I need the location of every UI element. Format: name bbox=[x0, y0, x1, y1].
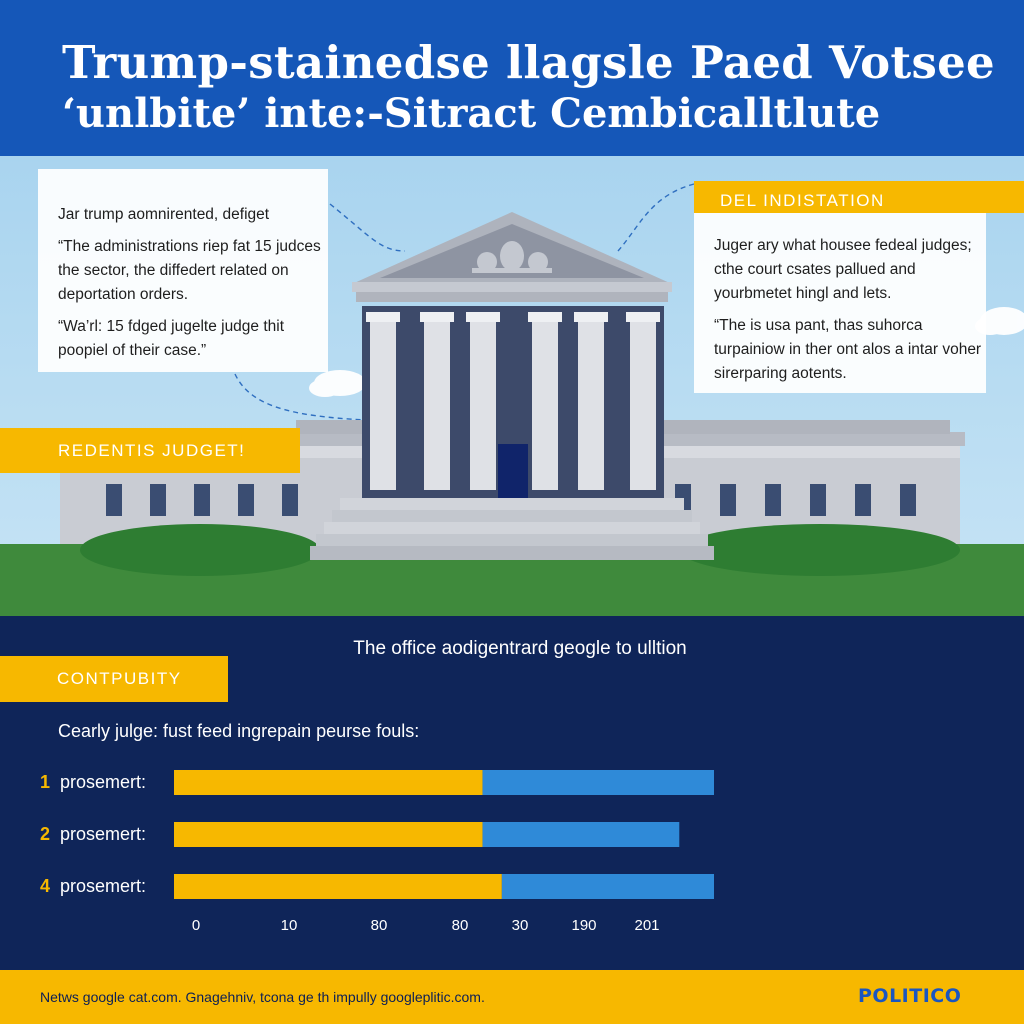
pediment-sculpture-icon bbox=[472, 241, 552, 273]
left-banner: REDENTIS JUDGET! bbox=[0, 428, 300, 473]
category-number: 1 bbox=[40, 772, 50, 792]
x-tick-label: 80 bbox=[371, 917, 388, 934]
category-number: 2 bbox=[40, 824, 50, 844]
header: Trump-stainedse llagsle Paed Votsee ‘unl… bbox=[0, 0, 1024, 156]
right-info-box: DEL INDISTATION Juger ary what housee fe… bbox=[694, 181, 1024, 393]
chart-intro: Cearly julge: fust feed ingrepain peurse… bbox=[58, 721, 420, 741]
footer-text: Netws google cat.com. Gnagehniv, tcona g… bbox=[40, 989, 485, 1005]
left-info-box: Jar trump aomnirented, defiget “The admi… bbox=[38, 169, 328, 372]
bar-segment-primary bbox=[174, 822, 483, 847]
x-tick-label: 10 bbox=[281, 917, 298, 934]
courthouse-door bbox=[498, 444, 528, 498]
x-tick-label: 30 bbox=[512, 917, 529, 934]
courthouse-illustration: Jar trump aomnirented, defiget “The admi… bbox=[0, 156, 1024, 616]
left-box-quote-1: “The administrations riep fat 15 judces … bbox=[58, 238, 321, 303]
right-box-para-1: Juger ary what housee fedeal judges; cth… bbox=[714, 237, 972, 302]
politico-logo: POLITICO bbox=[858, 985, 962, 1007]
x-tick-label: 0 bbox=[192, 917, 200, 934]
courthouse-graphic bbox=[0, 183, 1024, 616]
category-number: 4 bbox=[40, 876, 50, 896]
left-box-quote-2: “Wa’rl: 15 fdged jugelte judge thit poop… bbox=[58, 318, 285, 359]
x-tick-label: 80 bbox=[452, 917, 469, 934]
bar-segment-secondary bbox=[482, 770, 714, 795]
right-box-header: DEL INDISTATION bbox=[694, 181, 1024, 213]
category-label: prosemert: bbox=[60, 876, 146, 896]
bar-segment-primary bbox=[174, 874, 502, 899]
category-label: prosemert: bbox=[60, 824, 146, 844]
bar-segment-secondary bbox=[501, 874, 714, 899]
headline-line-1: Trump-stainedse llagsle Paed Votsee bbox=[62, 36, 995, 89]
x-tick-label: 190 bbox=[571, 917, 596, 934]
section-tag: CONTPUBITY bbox=[0, 656, 228, 702]
bar-segment-secondary bbox=[482, 822, 680, 847]
headline-line-2: ‘unlbite’ inte:-Sitract Cembicalltlute bbox=[62, 90, 881, 137]
chart-subtitle: The office aodigentrard geogle to ulltio… bbox=[353, 638, 687, 659]
bar-chart: 1 prosemert: 2 prosemert: 4 prosemert: 0 10 80 80… bbox=[40, 770, 714, 934]
cloud-icon bbox=[309, 370, 366, 397]
footer: Netws google cat.com. Gnagehniv, tcona g… bbox=[0, 970, 1024, 1024]
right-box-para-2: “The is usa pant, thas suhorca turpainio… bbox=[714, 317, 982, 382]
bar-segment-primary bbox=[174, 770, 483, 795]
left-box-lead: Jar trump aomnirented, defiget bbox=[58, 206, 270, 223]
x-tick-label: 201 bbox=[634, 917, 659, 934]
category-label: prosemert: bbox=[60, 772, 146, 792]
